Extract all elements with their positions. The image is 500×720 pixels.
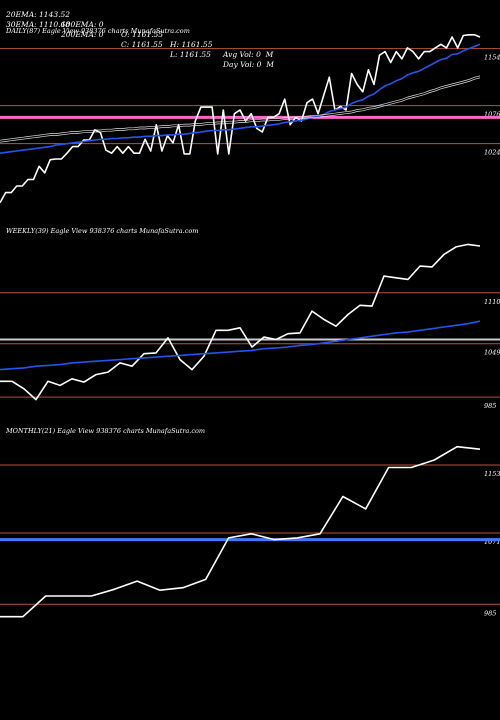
open-readout: O: 1161.55	[121, 30, 164, 39]
ema200-readout: 200EMA: 0	[61, 30, 104, 39]
monthly-chart-title: MONTHLY(21) Eagle View 938376 charts Mun…	[5, 427, 205, 435]
weekly-ema-fast-line	[0, 320, 481, 371]
ema20-readout: 20EMA: 1143.52	[6, 10, 71, 19]
weekly-price-line	[0, 243, 481, 401]
weekly-chart-title: WEEKLY(39) Eagle View 938376 charts Muna…	[6, 227, 198, 235]
ema100-readout: 100EMA: 0	[61, 20, 104, 29]
low-readout: L: 1161.55	[170, 50, 211, 59]
monthly-ytick-label: 1153	[484, 470, 500, 478]
header-row-1: 20EMA: 1143.52 100EMA: 0 O: 1161.55 H: 1…	[6, 0, 273, 60]
daily-ytick-label: 1154	[484, 54, 500, 62]
daily-ytick-label: 1076	[484, 111, 500, 119]
daily-price-line	[0, 33, 481, 204]
daily-ema-fast-line	[0, 43, 481, 154]
header-row-2: 30EMA: 1110.68 200EMA: 0 C: 1161.55 L: 1…	[6, 10, 274, 70]
daily-ytick-label: 1024	[484, 149, 500, 157]
daily-chart-title: DAILY(87) Eagle View 938376 charts Munaf…	[5, 27, 190, 35]
weekly-ytick-label: 1049	[484, 349, 500, 357]
daily-ema-slow-line	[0, 77, 481, 143]
monthly-price-line	[0, 445, 481, 618]
weekly-ytick-label: 1110	[484, 298, 500, 306]
daily-ema-slow-upper-line	[0, 75, 481, 141]
close-readout: C: 1161.55	[121, 40, 163, 49]
high-readout: H: 1161.55	[170, 40, 213, 49]
weekly-ytick-label: 985	[484, 402, 496, 410]
monthly-ytick-label: 985	[484, 609, 496, 617]
monthly-ytick-label: 1071	[484, 538, 500, 546]
avg-volume-readout: Avg Vol: 0 M	[223, 50, 274, 59]
ema30-readout: 30EMA: 1110.68	[6, 20, 71, 29]
day-volume-readout: Day Vol: 0 M	[223, 60, 274, 69]
